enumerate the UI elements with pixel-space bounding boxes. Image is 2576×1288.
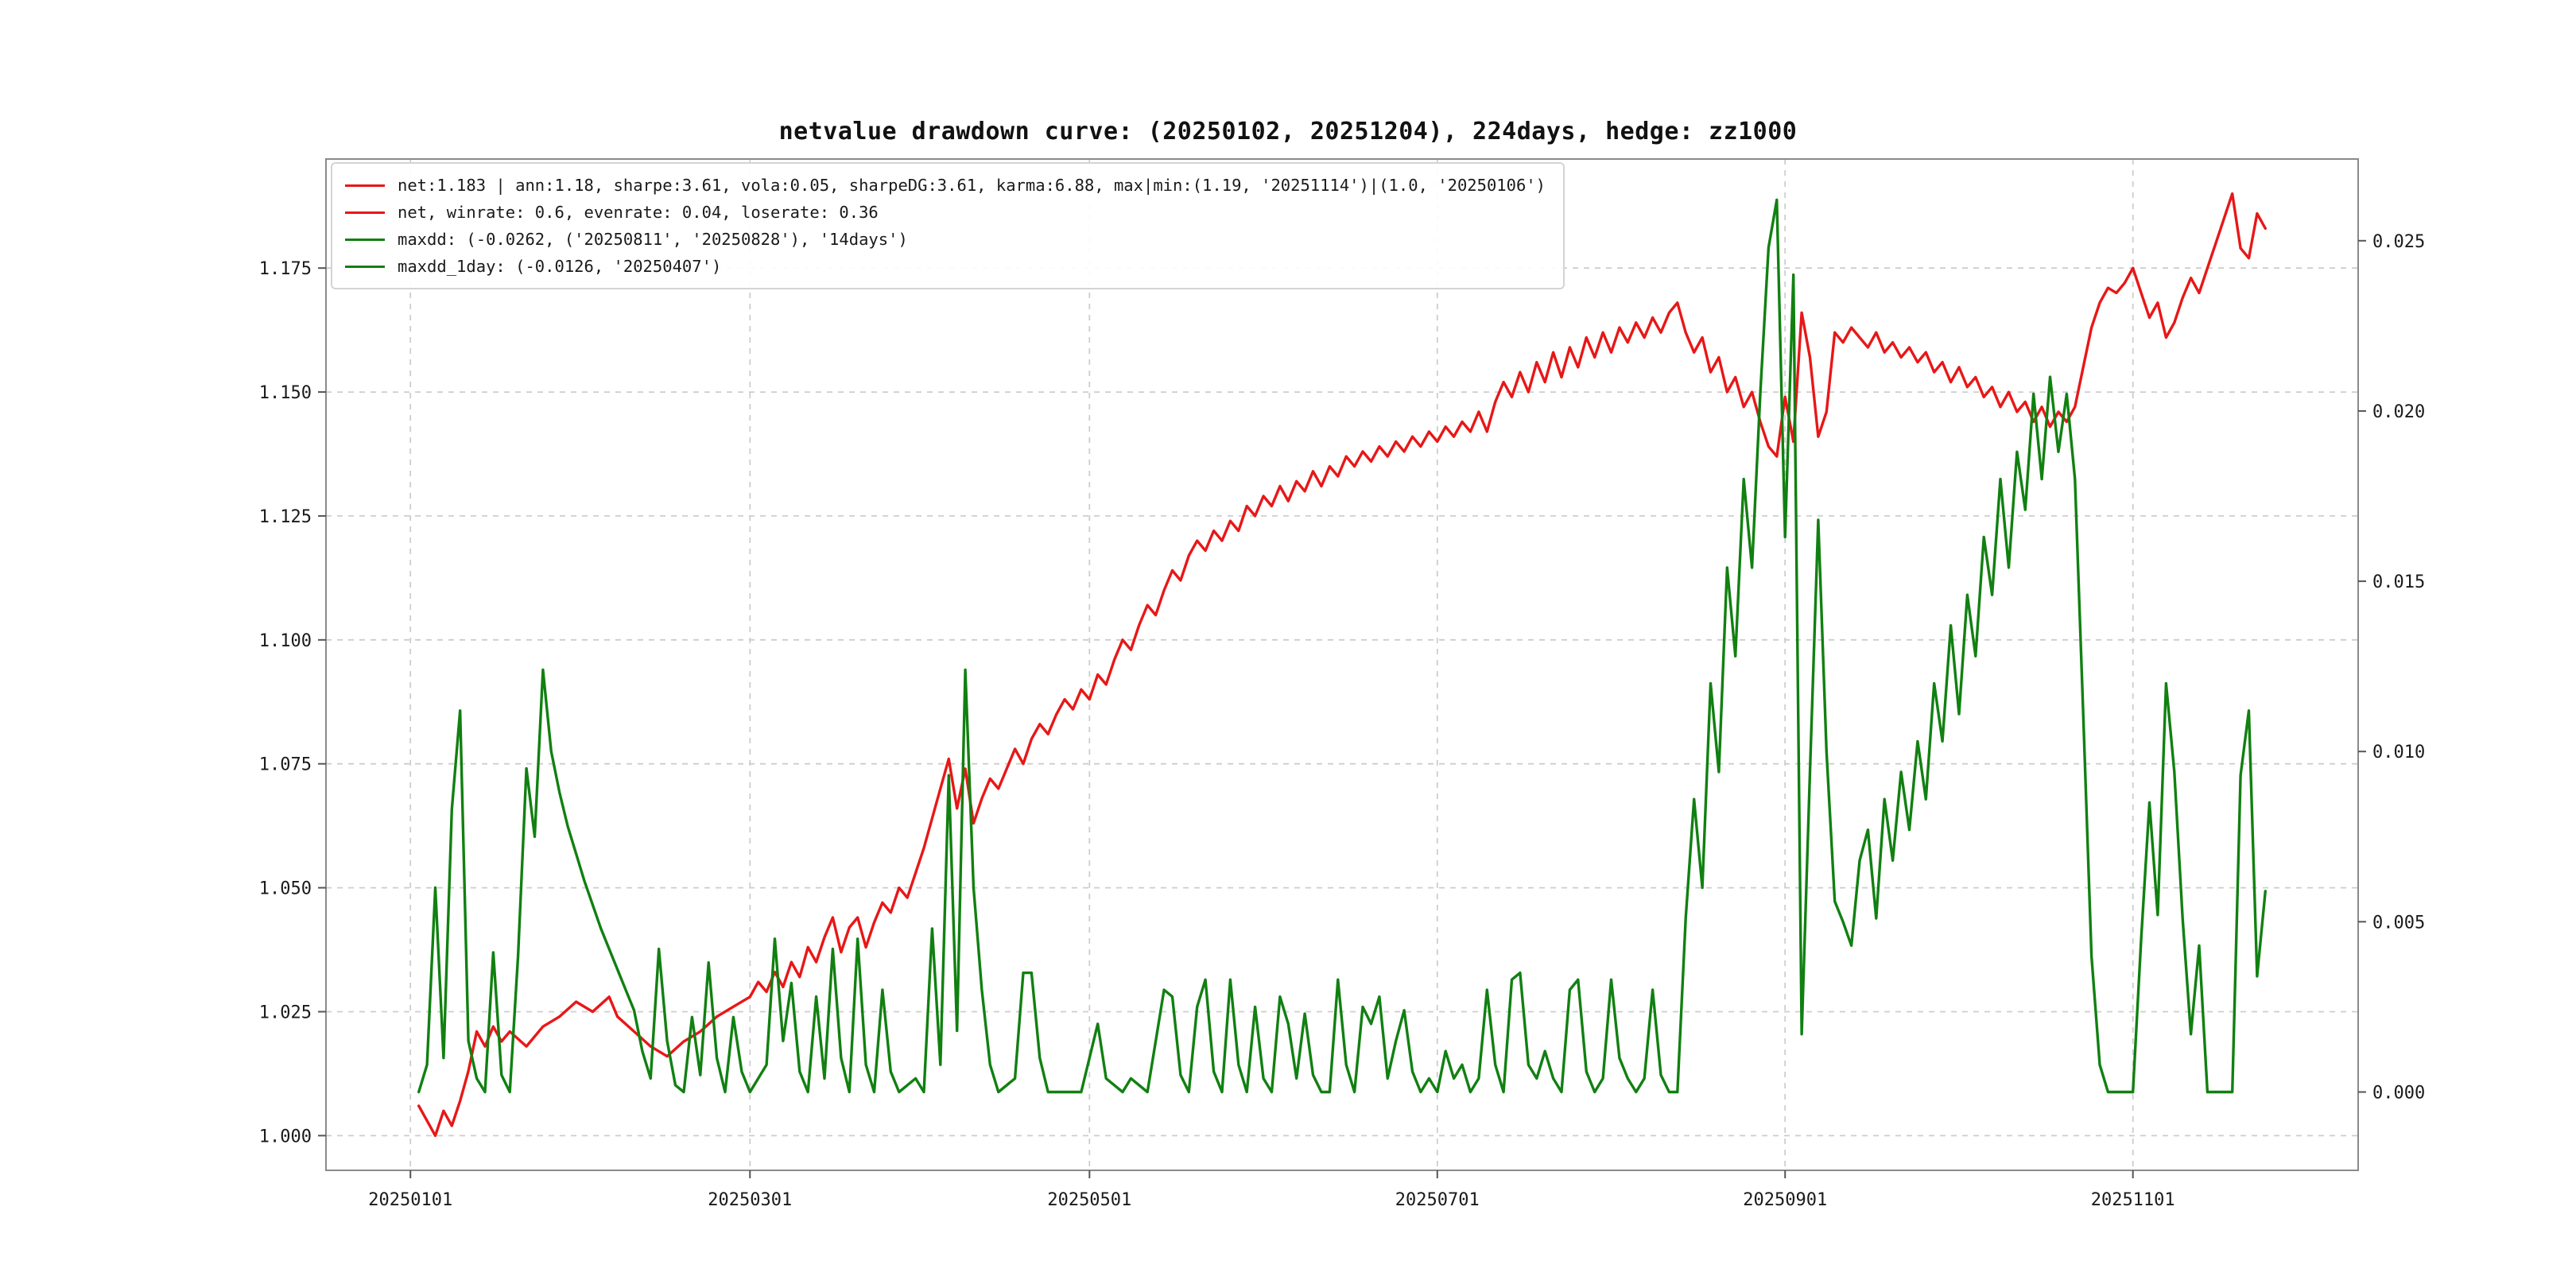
- y-left-tick-label: 1.100: [259, 631, 312, 651]
- y-right-tick-label: 0.015: [2372, 572, 2425, 592]
- x-tick-label: 20250901: [1743, 1190, 1827, 1210]
- x-tick-label: 20251101: [2091, 1190, 2175, 1210]
- y-left-tick-label: 1.000: [259, 1127, 312, 1146]
- legend-item-label: net, winrate: 0.6, evenrate: 0.04, loser…: [398, 203, 879, 222]
- legend-line-swatch: [345, 184, 385, 187]
- legend-item: maxdd_1day: (-0.0126, '20250407'): [345, 253, 1546, 280]
- legend-line-swatch: [345, 238, 385, 241]
- y-right-tick-label: 0.025: [2372, 232, 2425, 252]
- x-tick-label: 20250501: [1047, 1190, 1131, 1210]
- legend-line-swatch: [345, 265, 385, 268]
- legend-item: net, winrate: 0.6, evenrate: 0.04, loser…: [345, 199, 1546, 226]
- y-right-tick-label: 0.010: [2372, 743, 2425, 762]
- y-left-tick-label: 1.175: [259, 259, 312, 279]
- axis-tick-labels: 1.000 1.025 1.050 1.075 1.100 1.125 1.150 1.175…: [259, 232, 2425, 1210]
- y-left-tick-label: 1.050: [259, 879, 312, 899]
- y-left-tick-label: 1.075: [259, 755, 312, 775]
- legend-item-label: maxdd_1day: (-0.0126, '20250407'): [398, 257, 722, 276]
- y-left-tick-label: 1.150: [259, 383, 312, 403]
- x-tick-label: 20250101: [368, 1190, 452, 1210]
- maxdd-series-line: [417, 198, 2268, 1094]
- x-tick-label: 20250701: [1395, 1190, 1480, 1210]
- plot-border: [325, 158, 2359, 1171]
- y-right-tick-label: 0.000: [2372, 1083, 2425, 1103]
- chart-title: netvalue drawdown curve: (20250102, 2025…: [778, 118, 1798, 145]
- legend-line-swatch: [345, 211, 385, 214]
- axis-tick-marks: [318, 239, 2366, 1178]
- legend-item-label: net:1.183 | ann:1.18, sharpe:3.61, vola:…: [398, 176, 1546, 195]
- net-series-line: [417, 192, 2268, 1138]
- y-right-tick-label: 0.020: [2372, 402, 2425, 422]
- y-left-tick-label: 1.025: [259, 1003, 312, 1022]
- legend-item: maxdd: (-0.0262, ('20250811', '20250828'…: [345, 226, 1546, 253]
- legend-item-label: maxdd: (-0.0262, ('20250811', '20250828'…: [398, 230, 908, 249]
- y-left-tick-label: 1.125: [259, 507, 312, 527]
- legend-item: net:1.183 | ann:1.18, sharpe:3.61, vola:…: [345, 172, 1546, 199]
- x-tick-label: 20250301: [708, 1190, 792, 1210]
- chart-legend: net:1.183 | ann:1.18, sharpe:3.61, vola:…: [331, 162, 1565, 289]
- y-right-tick-label: 0.005: [2372, 913, 2425, 933]
